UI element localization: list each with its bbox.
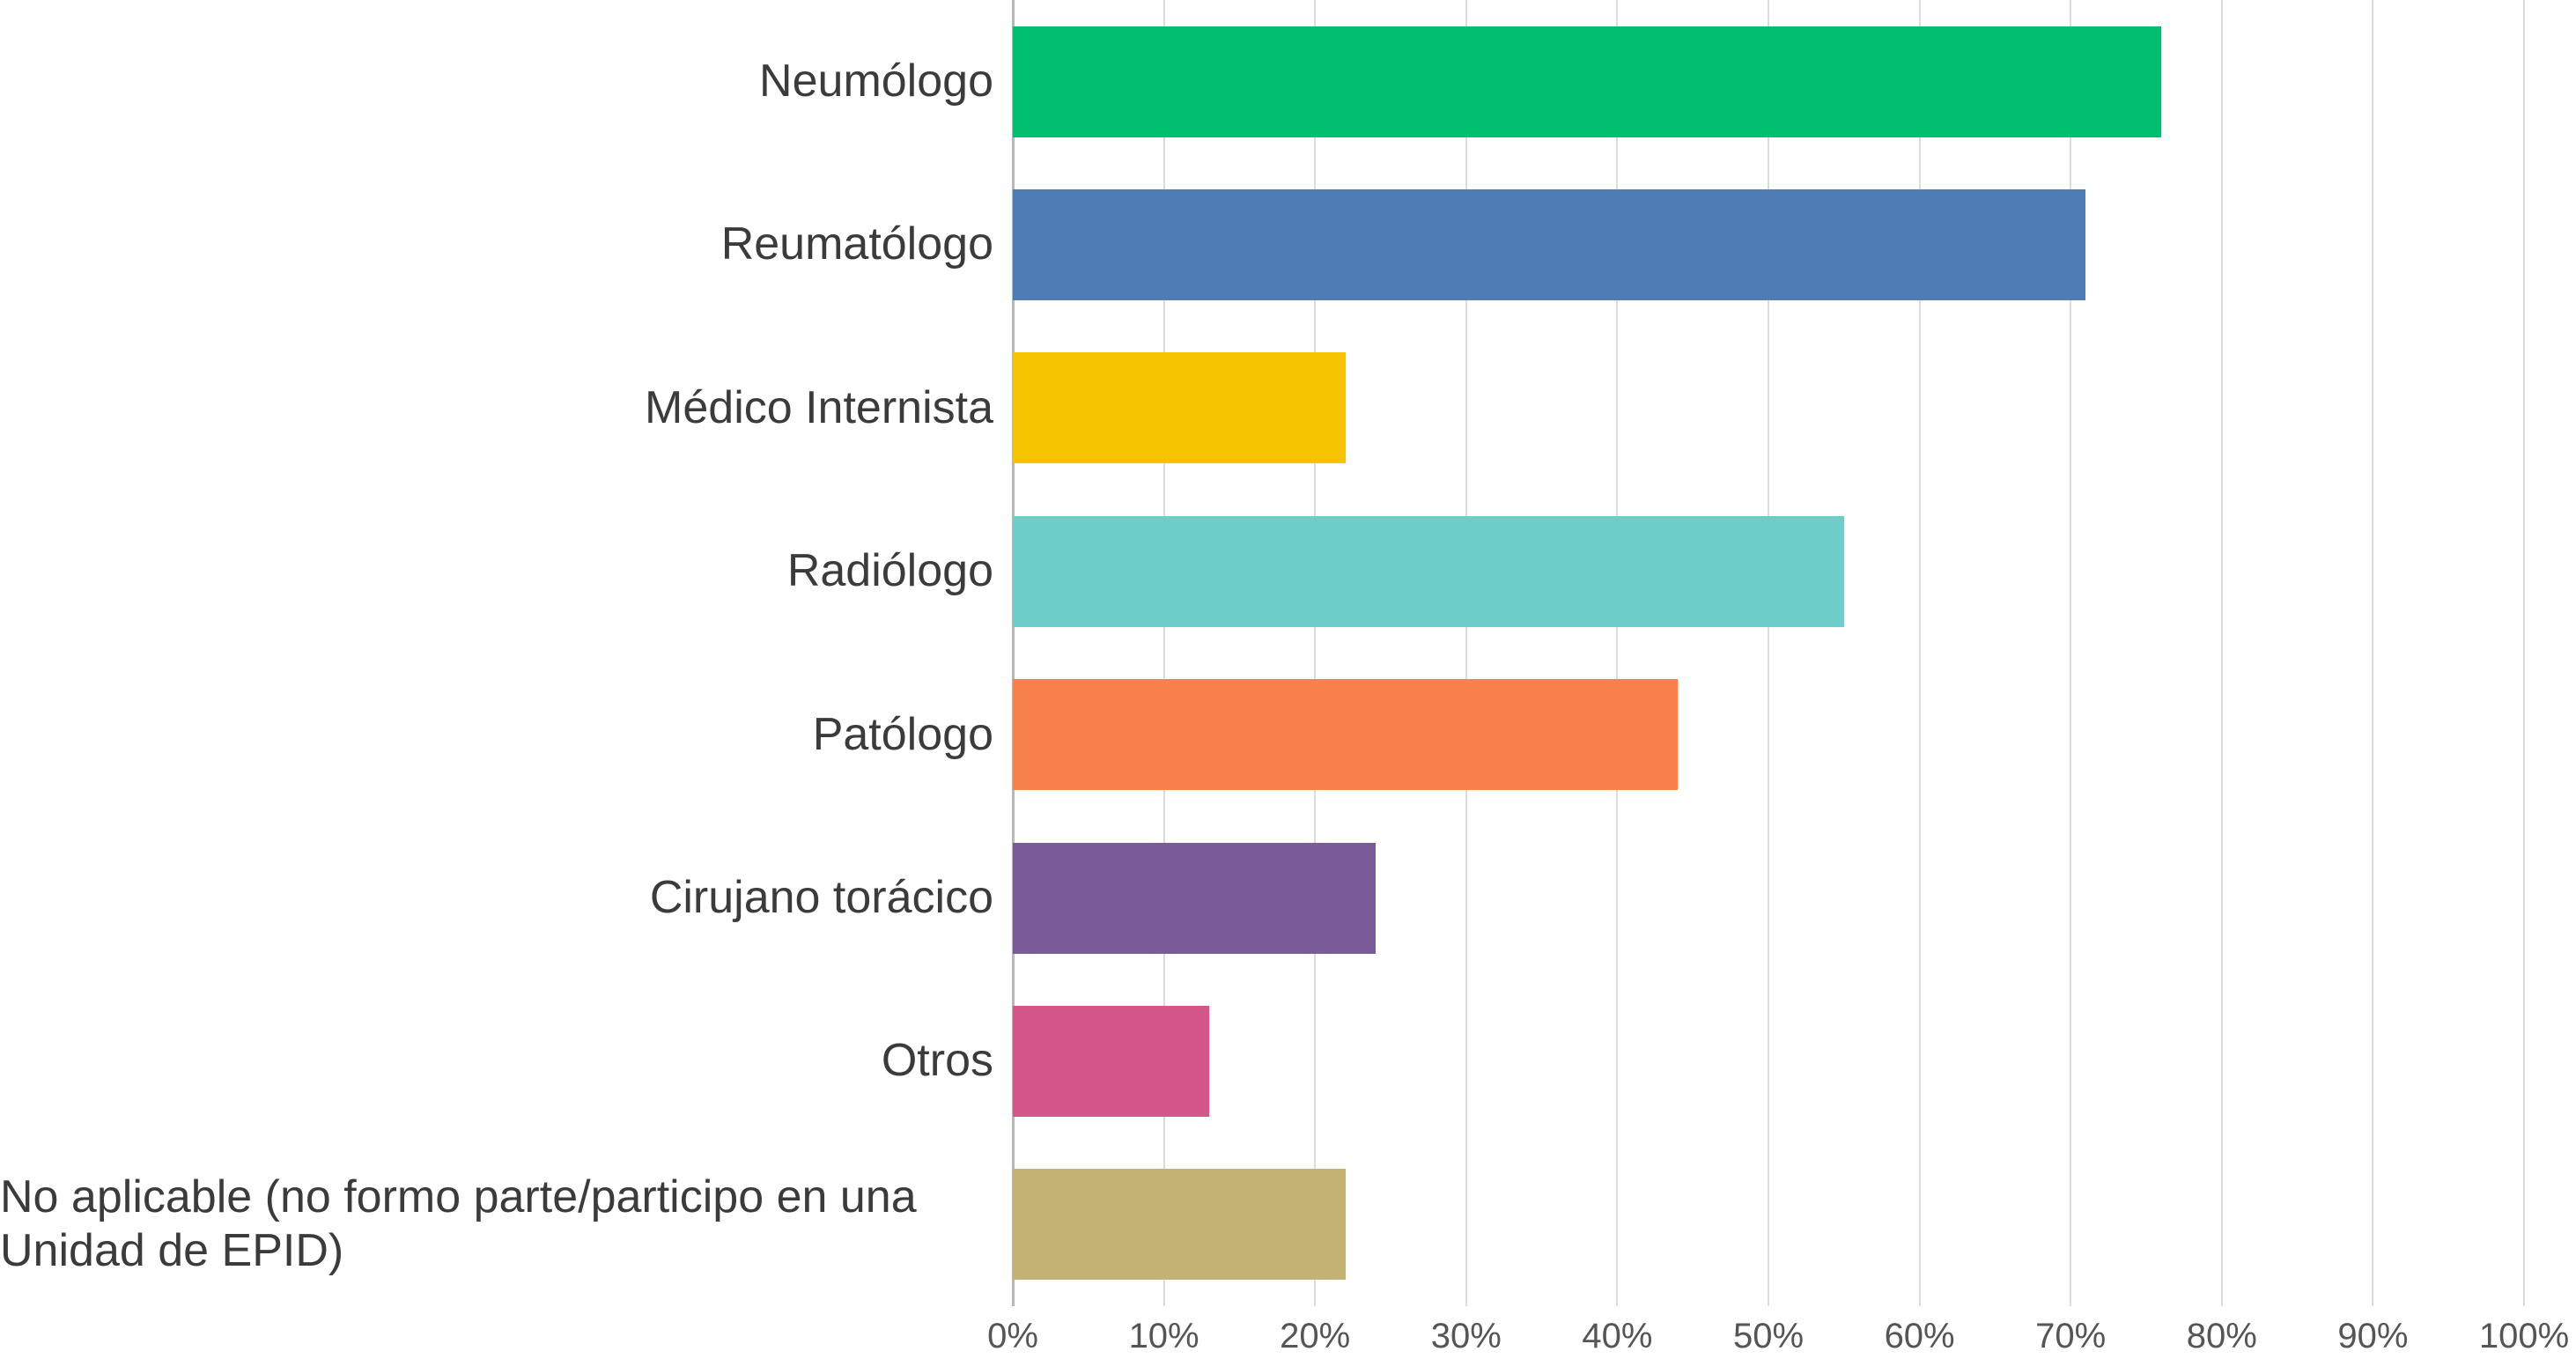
x-tick-label: 90% [2337,1317,2409,1355]
category-label: Neumólogo [0,0,1013,163]
chart-row: Radiólogo [0,490,2524,653]
chart-row: Neumólogo [0,0,2524,163]
category-label-text: Otros [881,1035,993,1087]
category-label-text: Radiólogo [786,545,993,597]
x-tick-label: 50% [1732,1317,1805,1355]
gridline [1314,0,1317,1306]
category-label-text: Neumólogo [759,55,993,107]
bar-track [1013,654,2524,816]
x-tick-label: 80% [2186,1317,2257,1355]
category-label-text: No aplicable (no formo parte/participo e… [0,1171,917,1277]
category-label-text: Médico Internista [645,381,993,433]
x-tick-label: 70% [2035,1317,2107,1355]
bar [1013,26,2162,137]
gridline [2372,0,2374,1306]
category-label: Cirujano torácico [0,816,1013,979]
chart-row: Otros [0,979,2524,1142]
bar-track [1013,163,2524,326]
bar-track [1013,327,2524,490]
chart-row: No aplicable (no formo parte/participo e… [0,1143,2524,1306]
category-label-text: Patólogo [812,708,993,760]
gridline-layer [1012,0,2525,1306]
bar [1013,1005,1210,1117]
gridline [2070,0,2072,1306]
category-label: Médico Internista [0,327,1013,490]
y-axis-line [1012,0,1015,1306]
chart-rows: Neumólogo Reumatólogo Médico Internista Rad… [0,0,2524,1306]
bar-track [1013,0,2524,163]
bar [1013,679,1679,791]
category-label: No aplicable (no formo parte/participo e… [0,1143,1013,1306]
x-tick-label: 10% [1128,1317,1199,1355]
gridline [1768,0,1769,1306]
bar-track [1013,816,2524,979]
x-axis: 0% 10% 20% 30% 40% 50% 60% 70% 80% 90% 100% [987,1306,2569,1359]
chart-row: Patólogo [0,654,2524,816]
x-tick-label: 60% [1884,1317,1955,1355]
gridline [1163,0,1165,1306]
chart-row: Cirujano torácico [0,816,2524,979]
category-label: Patólogo [0,654,1013,816]
category-label-text: Reumatólogo [720,218,993,270]
category-label-text: Cirujano torácico [649,871,993,923]
x-tick-label: 20% [1280,1317,1351,1355]
bar-track [1013,979,2524,1142]
bar [1013,842,1376,954]
bar [1013,352,1346,464]
gridline [1465,0,1467,1306]
x-tick-label: 30% [1430,1317,1502,1355]
bar [1013,1169,1346,1281]
gridline [1918,0,1921,1306]
bar-track [1013,490,2524,653]
category-label: Radiólogo [0,490,1013,653]
bar [1013,515,1844,627]
bar-track [1013,1143,2524,1306]
chart-row: Reumatólogo [0,163,2524,326]
chart-row: Médico Internista [0,327,2524,490]
x-tick-label: 40% [1582,1317,1653,1355]
x-tick-label: 0% [987,1317,1038,1355]
category-label: Reumatólogo [0,163,1013,326]
gridline [2220,0,2223,1306]
category-label: Otros [0,979,1013,1142]
bar [1013,189,2086,301]
gridline [1616,0,1619,1306]
x-tick-label: 100% [2478,1317,2570,1355]
gridline [2523,0,2525,1306]
